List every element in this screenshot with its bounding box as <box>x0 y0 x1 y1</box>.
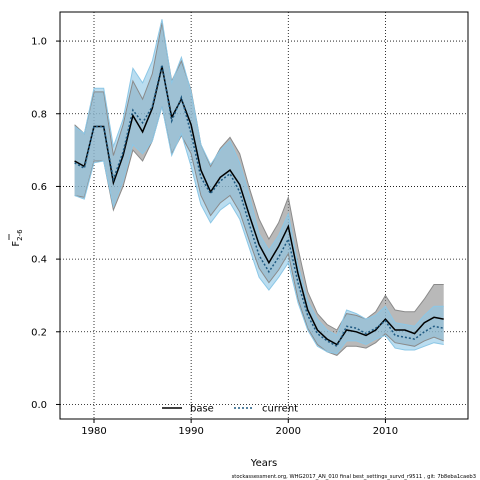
footer-caption: stockassessment.org, WHG2017_AN_010 fina… <box>232 474 476 480</box>
band-base <box>74 22 444 356</box>
y-axis-title-sub: 2-6 <box>16 229 24 241</box>
y-tick-label-2: 0.4 <box>31 255 47 266</box>
x-tick-label-2010: 2010 <box>373 426 398 437</box>
x-tick-label-2000: 2000 <box>276 426 301 437</box>
legend-label-base: base <box>190 404 214 415</box>
axes: 1980 1990 2000 2010 0.0 0.2 0.4 0.6 0.8 1.0 <box>31 37 398 437</box>
x-axis-title: Years <box>250 458 277 469</box>
y-tick-label-4: 0.8 <box>31 109 47 120</box>
svg-text:F2-6: F2-6 <box>11 229 24 247</box>
y-tick-label-5: 1.0 <box>31 37 47 48</box>
band-edge-upper-base <box>74 22 444 331</box>
y-axis-title-main: F <box>11 241 22 247</box>
y-tick-label-0: 0.0 <box>31 400 47 411</box>
x-tick-label-1990: 1990 <box>178 426 203 437</box>
gridlines <box>60 12 468 419</box>
series-lines <box>74 64 444 348</box>
x-tick-label-1980: 1980 <box>81 426 106 437</box>
band-edge-upper-current <box>74 19 444 337</box>
legend-label-current: current <box>262 404 298 415</box>
plot-frame <box>59 11 469 420</box>
band-edge-lower-current <box>74 106 444 355</box>
y-tick-label-1: 0.2 <box>31 327 47 338</box>
confidence-bands <box>74 19 444 356</box>
legend: base current <box>162 404 298 415</box>
band-current <box>74 19 444 354</box>
y-axis-title: F2-6 <box>8 229 24 247</box>
line-current <box>74 64 444 348</box>
y-tick-label-3: 0.6 <box>31 182 47 193</box>
